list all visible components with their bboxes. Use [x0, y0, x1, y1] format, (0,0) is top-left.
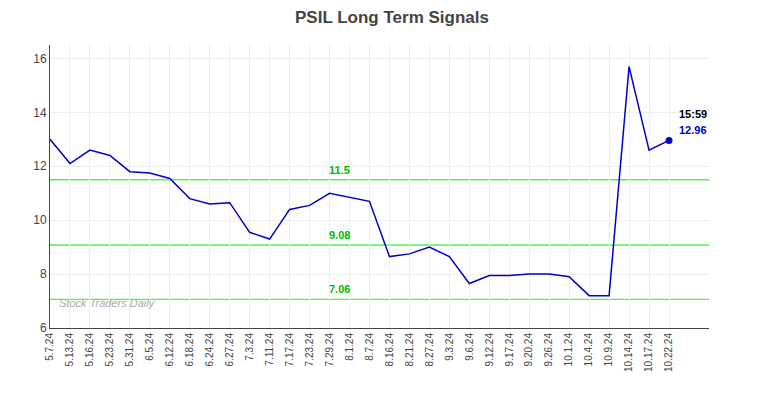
svg-text:9.17.24: 9.17.24 — [504, 333, 515, 367]
svg-text:16: 16 — [33, 52, 47, 66]
svg-text:10: 10 — [33, 213, 47, 227]
svg-text:PSIL Long Term Signals: PSIL Long Term Signals — [295, 8, 489, 27]
svg-text:7.29.24: 7.29.24 — [324, 333, 335, 367]
svg-text:8.1.24: 8.1.24 — [344, 333, 355, 361]
svg-text:10.22.24: 10.22.24 — [663, 333, 674, 372]
svg-text:5.7.24: 5.7.24 — [44, 333, 55, 361]
svg-text:10.1.24: 10.1.24 — [563, 333, 574, 367]
svg-text:5.13.24: 5.13.24 — [64, 333, 75, 367]
svg-text:8.27.24: 8.27.24 — [424, 333, 435, 367]
svg-text:6.12.24: 6.12.24 — [164, 333, 175, 367]
svg-text:9.20.24: 9.20.24 — [523, 333, 534, 367]
svg-text:8.7.24: 8.7.24 — [364, 333, 375, 361]
svg-text:7.3.24: 7.3.24 — [244, 333, 255, 361]
svg-text:9.3.24: 9.3.24 — [444, 333, 455, 361]
svg-text:Stock Traders Daily: Stock Traders Daily — [59, 297, 156, 309]
svg-text:10.14.24: 10.14.24 — [623, 333, 634, 372]
svg-text:9.08: 9.08 — [329, 229, 350, 241]
svg-text:14: 14 — [33, 106, 47, 120]
svg-text:8.16.24: 8.16.24 — [384, 333, 395, 367]
svg-text:7.11.24: 7.11.24 — [264, 333, 275, 366]
svg-text:5.16.24: 5.16.24 — [84, 333, 95, 367]
svg-text:5.23.24: 5.23.24 — [104, 333, 115, 367]
svg-text:12.96: 12.96 — [679, 124, 707, 136]
svg-text:10.9.24: 10.9.24 — [603, 333, 614, 367]
svg-text:6: 6 — [40, 321, 47, 335]
svg-text:12: 12 — [33, 159, 47, 173]
svg-text:5.31.24: 5.31.24 — [124, 333, 135, 367]
svg-text:15:59: 15:59 — [679, 108, 707, 120]
svg-text:7.06: 7.06 — [329, 283, 350, 295]
svg-text:6.24.24: 6.24.24 — [204, 333, 215, 367]
svg-text:6.5.24: 6.5.24 — [144, 333, 155, 361]
svg-text:11.5: 11.5 — [329, 164, 350, 176]
svg-text:10.4.24: 10.4.24 — [583, 333, 594, 367]
svg-text:10.17.24: 10.17.24 — [643, 333, 654, 372]
svg-text:9.26.24: 9.26.24 — [543, 333, 554, 367]
svg-text:8: 8 — [40, 267, 47, 281]
svg-text:9.12.24: 9.12.24 — [484, 333, 495, 367]
svg-text:7.17.24: 7.17.24 — [284, 333, 295, 367]
svg-text:8.21.24: 8.21.24 — [404, 333, 415, 367]
svg-text:6.18.24: 6.18.24 — [184, 333, 195, 367]
svg-text:9.6.24: 9.6.24 — [464, 333, 475, 361]
svg-text:6.27.24: 6.27.24 — [224, 333, 235, 367]
svg-text:7.23.24: 7.23.24 — [304, 333, 315, 367]
